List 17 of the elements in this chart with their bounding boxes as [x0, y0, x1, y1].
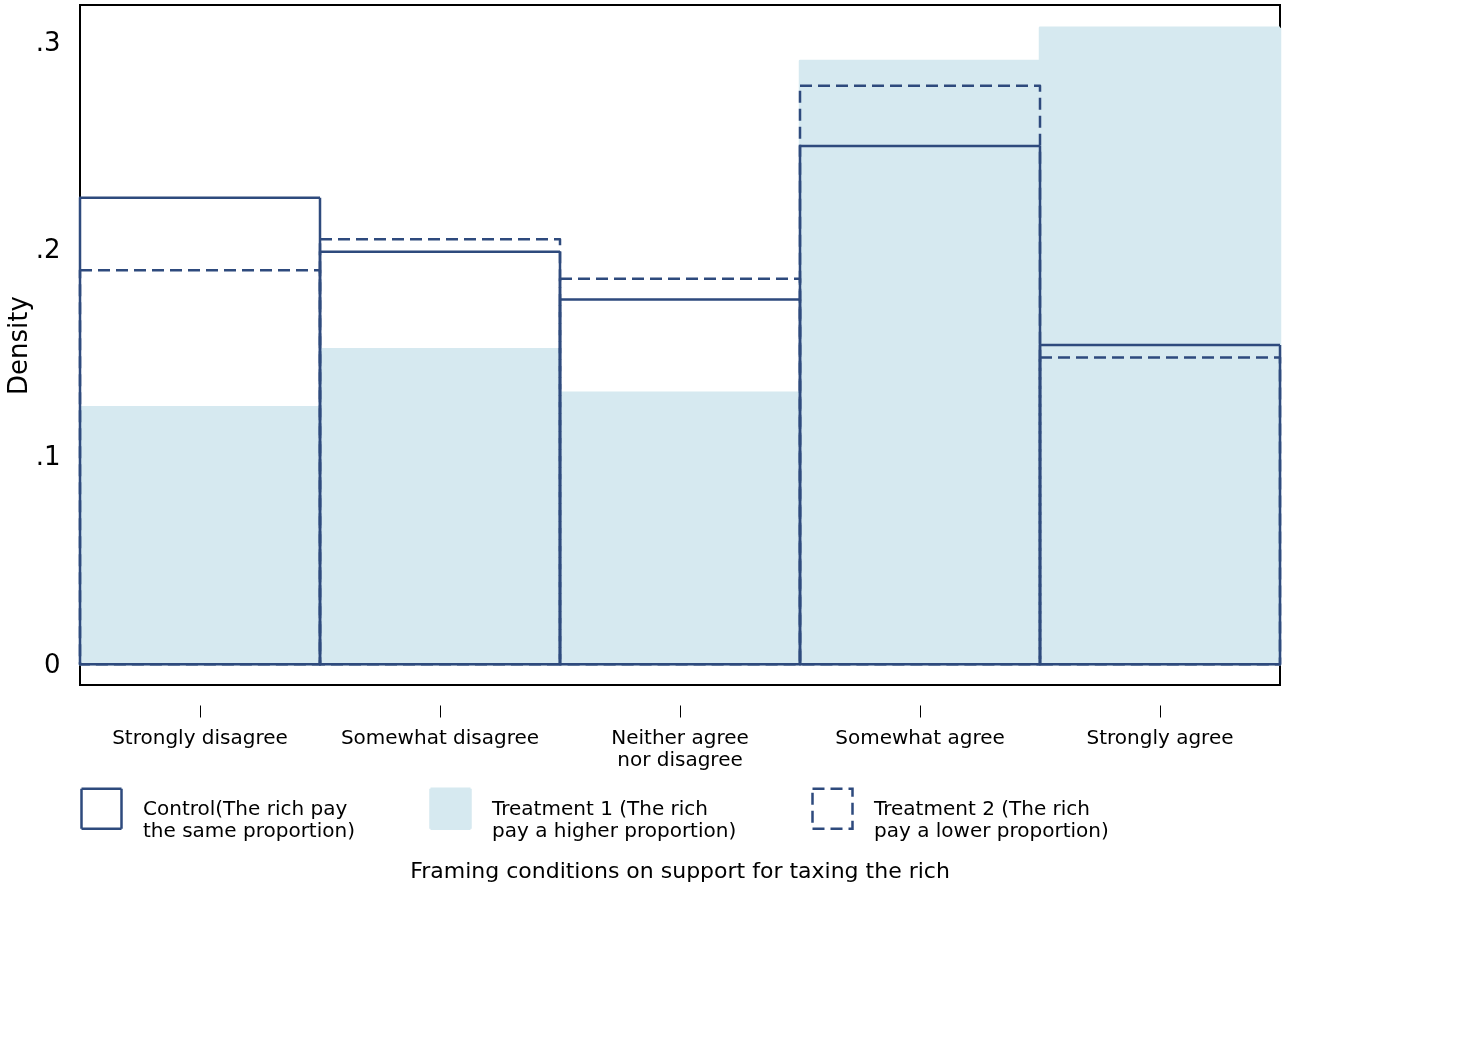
x-tick-label: Somewhat agree	[835, 724, 1005, 749]
x-axis-title: Framing conditions on support for taxing the rich	[410, 858, 950, 883]
y-tick-label: .2	[35, 234, 61, 265]
bar	[318, 347, 562, 666]
x-tick-label: Somewhat disagree	[340, 724, 540, 749]
x-tick-label: Neither agree nor disagree	[611, 724, 749, 771]
y-axis-title: Density	[2, 296, 33, 395]
bar	[78, 405, 322, 666]
legend-label: Treatment 1 (The rich pay a higher proportion)	[491, 795, 737, 842]
legend-label: Control(The rich pay the same proportion)	[143, 795, 355, 842]
y-tick-label: .3	[35, 26, 61, 57]
legend-label: Treatment 2 (The rich pay a lower proportion)	[873, 795, 1109, 842]
y-tick-label: 0	[43, 648, 61, 679]
x-tick-label: Strongly disagree	[112, 724, 288, 749]
x-tick-label: Strongly agree	[1086, 724, 1234, 749]
bar	[558, 391, 802, 666]
y-tick-label: .1	[35, 441, 61, 472]
